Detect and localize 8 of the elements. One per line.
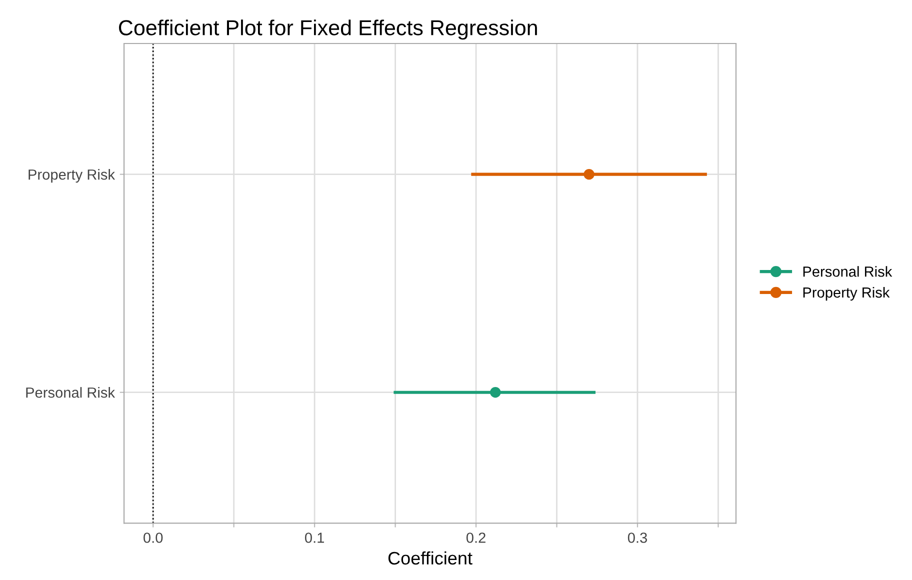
x-tick-label: 0.0	[144, 532, 163, 543]
x-axis-title: Coefficient	[388, 551, 472, 565]
x-tick-label: 0.3	[628, 532, 647, 543]
x-tick-label: 0.2	[466, 532, 486, 543]
chart-title: Coefficient Plot for Fixed Effects Regression	[119, 20, 537, 40]
legend-label: Property Risk	[803, 286, 890, 301]
x-tick-label: 0.1	[304, 532, 324, 543]
legend-label: Personal Risk	[803, 266, 892, 277]
